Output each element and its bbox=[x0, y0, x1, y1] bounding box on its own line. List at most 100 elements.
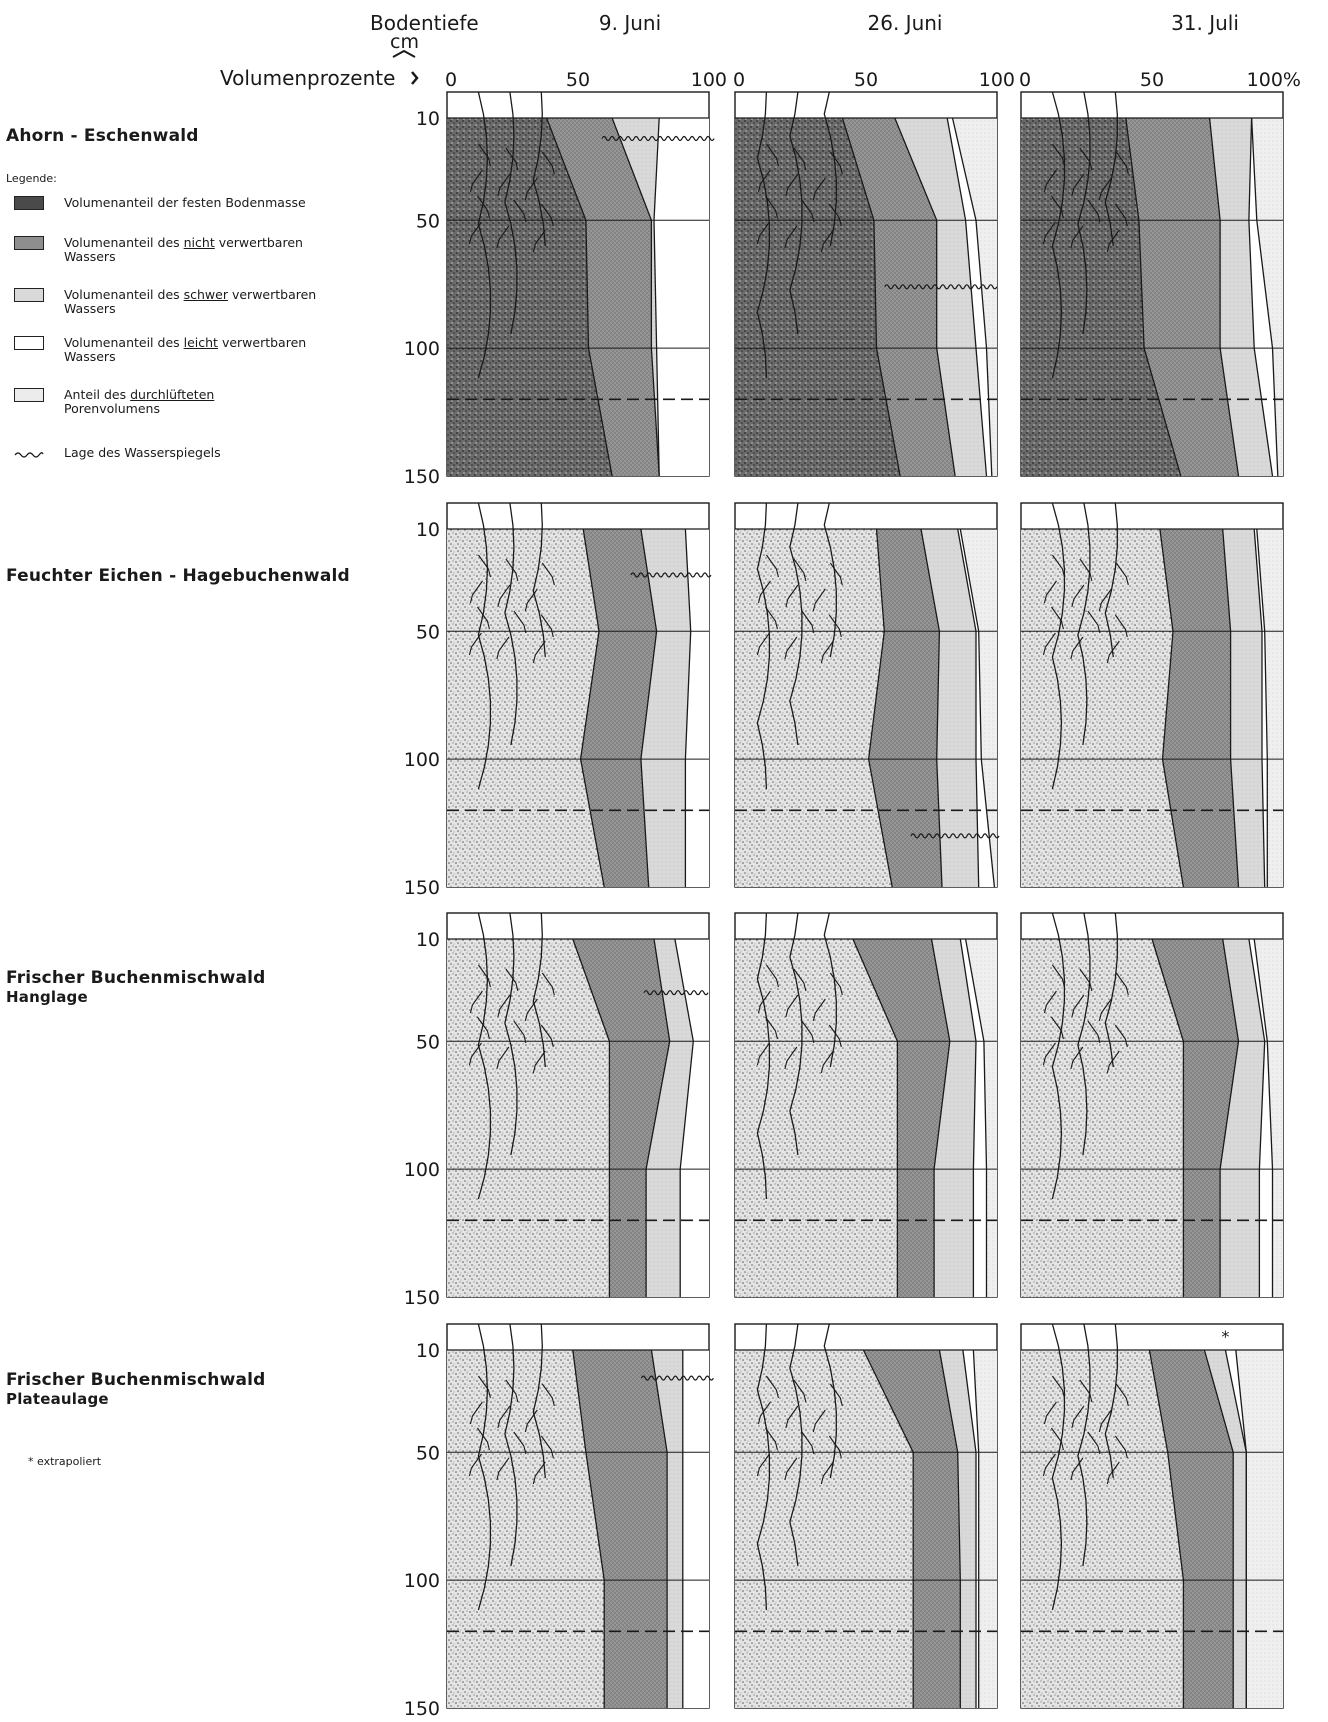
root-branch bbox=[1050, 1016, 1064, 1040]
band-leicht-verwertbar bbox=[947, 118, 992, 476]
root-branch bbox=[793, 147, 807, 171]
boundary-line bbox=[1250, 117, 1279, 477]
root-line bbox=[477, 91, 492, 379]
root-branch bbox=[1071, 584, 1085, 608]
root-branch bbox=[513, 1020, 527, 1044]
band-solid bbox=[447, 118, 613, 476]
root-branch bbox=[812, 588, 826, 612]
root-branch bbox=[784, 225, 798, 249]
band-schwer-verwertbar bbox=[1204, 1350, 1247, 1708]
root-line bbox=[1077, 502, 1091, 746]
root-branch bbox=[469, 990, 483, 1014]
root-branch bbox=[1106, 1050, 1120, 1074]
root-branch bbox=[1051, 554, 1065, 578]
band-leicht-verwertbar bbox=[960, 939, 987, 1297]
panel-4-3: * bbox=[1020, 1323, 1284, 1709]
root-branch bbox=[765, 1375, 779, 1399]
y-tick-label: 10 bbox=[416, 108, 440, 130]
boundary-line bbox=[1208, 117, 1240, 477]
root-branch bbox=[785, 994, 799, 1018]
root-branch bbox=[1114, 203, 1128, 227]
band-solid bbox=[735, 529, 893, 887]
root-branch bbox=[1087, 610, 1101, 634]
root-line bbox=[504, 912, 518, 1156]
band-leicht-verwertbar bbox=[682, 1350, 709, 1708]
root-branch bbox=[793, 968, 807, 992]
boundary-line bbox=[1203, 1349, 1234, 1708]
boundary-line bbox=[959, 528, 996, 888]
panel-3-3 bbox=[1020, 912, 1284, 1298]
legend-text-schwer-pre: Volumenanteil des bbox=[64, 287, 184, 302]
root-branch bbox=[1114, 1435, 1128, 1459]
band-nicht-verwertbar bbox=[863, 1350, 961, 1708]
root-branch bbox=[1098, 177, 1112, 201]
boundary-line bbox=[894, 117, 956, 477]
legend-text-air-2: Porenvolumens bbox=[64, 401, 160, 416]
band-solid bbox=[735, 939, 898, 1297]
root-branch bbox=[477, 964, 491, 988]
band-durchlueftet bbox=[1235, 1350, 1283, 1708]
root-branch bbox=[513, 610, 527, 634]
boundary-line bbox=[1148, 1349, 1185, 1708]
root-line bbox=[1104, 91, 1118, 247]
root-line bbox=[823, 502, 837, 658]
legend-text-nicht-pre: Volumenanteil des bbox=[64, 235, 184, 250]
root-branch bbox=[764, 606, 778, 630]
legend-item-schwer: Volumenanteil des schwer verwertbaren Wa… bbox=[14, 288, 364, 316]
root-branch bbox=[532, 1050, 546, 1074]
boundary-line bbox=[684, 528, 692, 887]
water-level-line bbox=[884, 284, 998, 290]
root-branch bbox=[757, 1401, 771, 1425]
root-branch bbox=[785, 1405, 799, 1429]
water-level-line bbox=[630, 572, 712, 578]
x-tick-label: 0 bbox=[445, 69, 457, 91]
water-level-line bbox=[910, 833, 1000, 839]
root-branch bbox=[505, 968, 519, 992]
root-line bbox=[823, 912, 837, 1068]
root-branch bbox=[1050, 606, 1064, 630]
root-branch bbox=[1042, 221, 1056, 245]
boundary-line bbox=[964, 938, 988, 1297]
root-line bbox=[504, 502, 518, 746]
root-branch bbox=[1114, 614, 1128, 638]
root-branch bbox=[1070, 636, 1084, 660]
boundary-line bbox=[1159, 528, 1185, 888]
root-branch bbox=[765, 143, 779, 167]
boundary-line bbox=[1256, 528, 1268, 887]
legend-item-leicht: Volumenanteil des leicht verwertbaren Wa… bbox=[14, 336, 364, 364]
root-branch bbox=[524, 177, 538, 201]
root-branch bbox=[784, 636, 798, 660]
root-branch bbox=[801, 199, 815, 223]
root-branch bbox=[524, 1409, 538, 1433]
y-tick-label: 10 bbox=[416, 929, 440, 951]
legend-text-water: Lage des Wasserspiegels bbox=[64, 445, 221, 460]
root-branch bbox=[829, 1383, 843, 1407]
root-branch bbox=[496, 1457, 510, 1481]
boundary-line bbox=[1235, 1349, 1247, 1708]
root-line bbox=[823, 91, 837, 247]
root-branch bbox=[1042, 632, 1056, 656]
y-tick-label: 100 bbox=[404, 1159, 440, 1181]
forest-subtitle-3: Hanglage bbox=[6, 988, 88, 1006]
root-line bbox=[789, 1323, 803, 1567]
water-level-line bbox=[640, 1375, 714, 1381]
band-schwer-verwertbar bbox=[646, 939, 694, 1297]
boundary-line bbox=[930, 938, 951, 1297]
root-line bbox=[1077, 91, 1091, 335]
y-tick-label: 150 bbox=[404, 1698, 440, 1720]
root-branch bbox=[829, 562, 843, 586]
root-branch bbox=[793, 1379, 807, 1403]
panel-1-1 bbox=[446, 91, 715, 477]
root-branch bbox=[1043, 990, 1057, 1014]
y-tick-label: 150 bbox=[404, 877, 440, 899]
panel-2-3 bbox=[1020, 502, 1284, 888]
x-tick-label: 100 bbox=[979, 69, 1015, 91]
boundary-line bbox=[959, 938, 977, 1297]
boundary-line bbox=[957, 528, 980, 888]
legend-text-leicht-post: verwertbaren bbox=[217, 335, 307, 350]
root-branch bbox=[1070, 225, 1084, 249]
band-schwer-verwertbar bbox=[939, 1350, 976, 1708]
band-leicht-verwertbar bbox=[1254, 529, 1268, 887]
root-branch bbox=[1106, 1461, 1120, 1485]
band-nicht-verwertbar bbox=[580, 529, 657, 887]
